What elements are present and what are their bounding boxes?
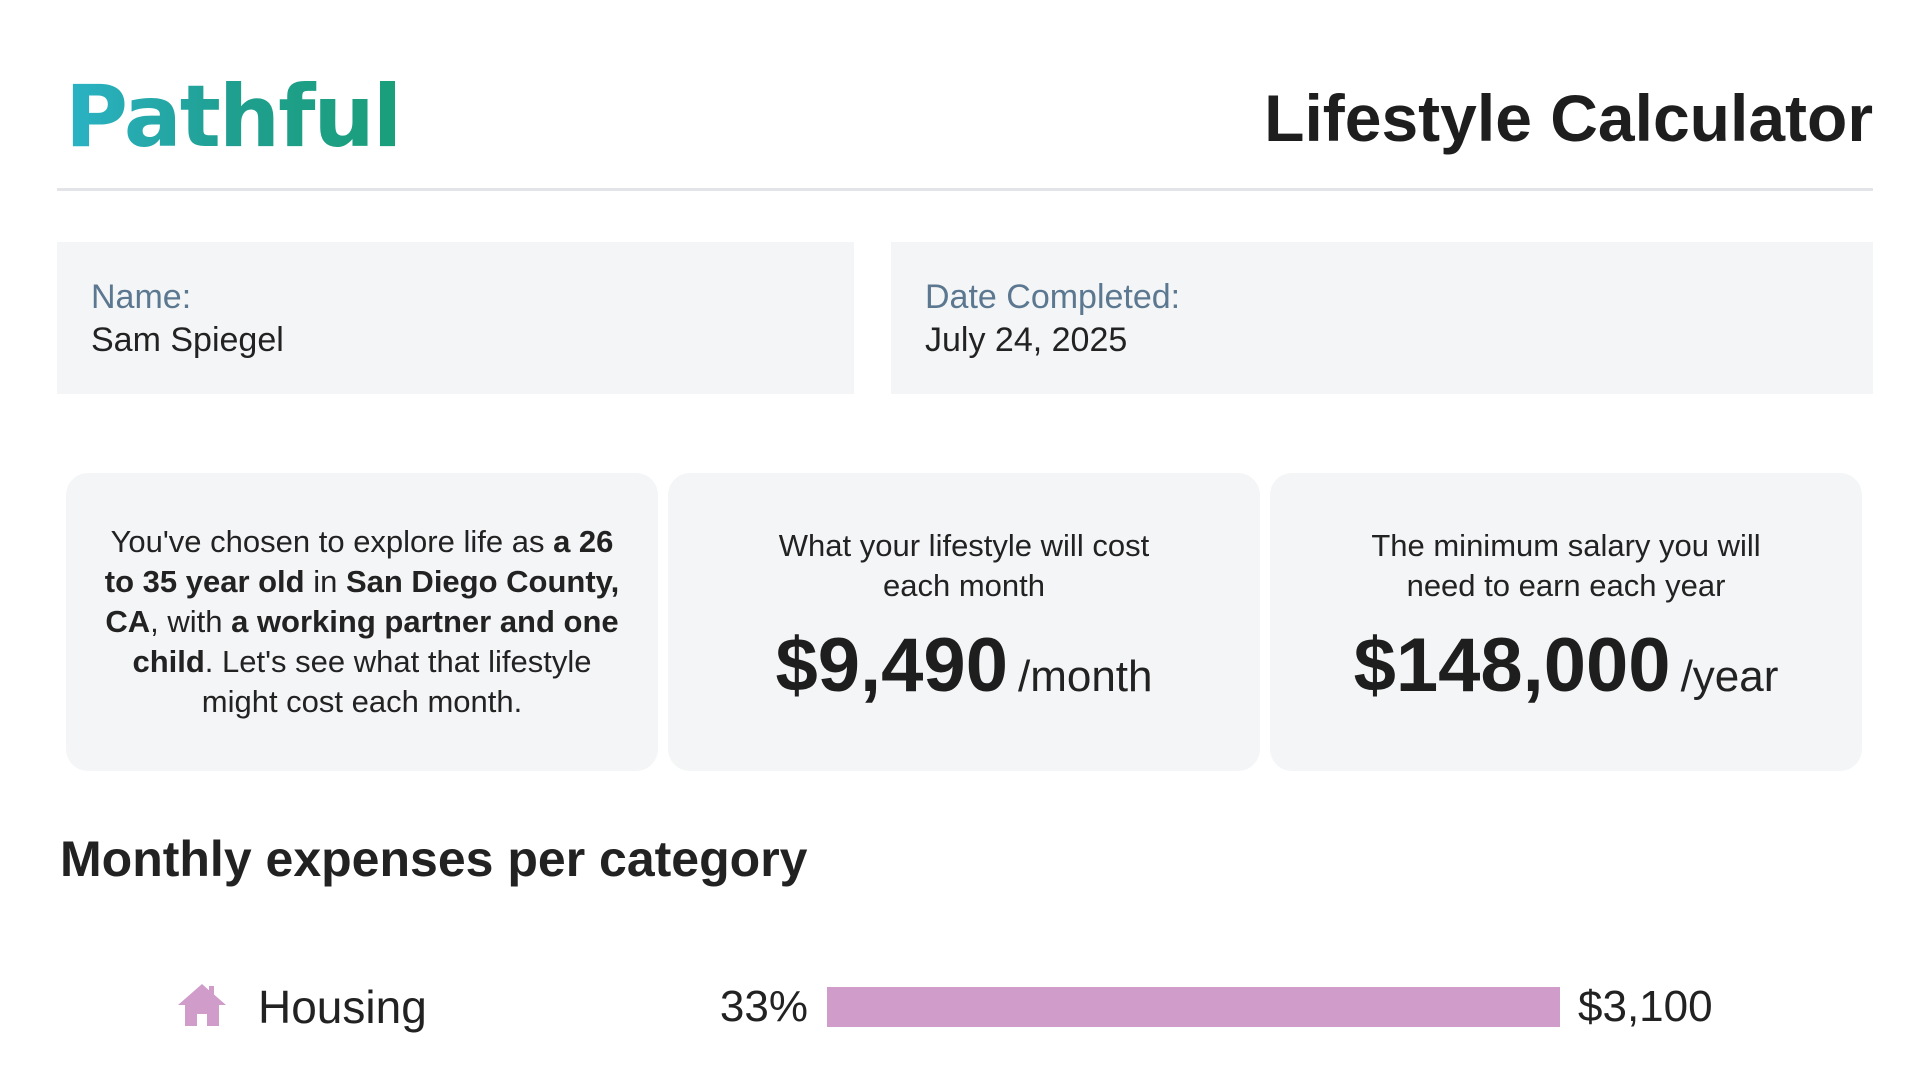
date-completed-label: Date Completed: bbox=[925, 276, 1839, 318]
date-completed-value: July 24, 2025 bbox=[925, 318, 1839, 362]
category-percent: 33% bbox=[720, 979, 808, 1035]
name-label: Name: bbox=[91, 276, 820, 318]
page-title: Lifestyle Calculator bbox=[1264, 80, 1873, 156]
summary-text-part: . Let's see what that lifestyle might co… bbox=[202, 644, 592, 719]
minimum-salary-card: The minimum salary you will need to earn… bbox=[1270, 473, 1862, 771]
monthly-cost-row: $9,490/month bbox=[776, 622, 1153, 710]
logo-text: Pathful bbox=[65, 62, 400, 172]
category-label: Housing bbox=[258, 979, 427, 1035]
date-info-box: Date Completed: July 24, 2025 bbox=[891, 242, 1873, 394]
lifestyle-summary-text: You've chosen to explore life as a 26 to… bbox=[66, 522, 658, 722]
expenses-section-title: Monthly expenses per category bbox=[60, 830, 807, 888]
monthly-cost-amount: $9,490 bbox=[776, 623, 1008, 708]
category-amount: $3,100 bbox=[1578, 979, 1713, 1035]
minimum-salary-row: $148,000/year bbox=[1354, 622, 1779, 710]
lifestyle-calculator-page: Pathful Lifestyle Calculator Name: Sam S… bbox=[0, 0, 1920, 1080]
name-value: Sam Spiegel bbox=[91, 318, 820, 362]
house-icon bbox=[176, 981, 228, 1029]
name-info-box: Name: Sam Spiegel bbox=[57, 242, 854, 394]
pathful-logo: Pathful bbox=[65, 62, 375, 182]
monthly-cost-card: What your lifestyle will cost each month… bbox=[668, 473, 1260, 771]
summary-text-part: , with bbox=[150, 604, 231, 639]
minimum-salary-unit: /year bbox=[1681, 652, 1779, 701]
lifestyle-summary-card: You've chosen to explore life as a 26 to… bbox=[66, 473, 658, 771]
expense-category-row: Housing 33% $3,100 bbox=[0, 975, 1920, 1045]
monthly-cost-caption: What your lifestyle will cost each month bbox=[754, 526, 1174, 606]
category-bar-track bbox=[827, 987, 1560, 1027]
header: Pathful Lifestyle Calculator bbox=[57, 50, 1873, 190]
summary-text-part: You've chosen to explore life as bbox=[111, 524, 554, 559]
header-divider bbox=[57, 188, 1873, 191]
monthly-cost-unit: /month bbox=[1018, 652, 1153, 701]
minimum-salary-caption: The minimum salary you will need to earn… bbox=[1356, 526, 1776, 606]
summary-text-part: in bbox=[305, 564, 346, 599]
category-bar-fill bbox=[827, 987, 1560, 1027]
minimum-salary-amount: $148,000 bbox=[1354, 623, 1671, 708]
